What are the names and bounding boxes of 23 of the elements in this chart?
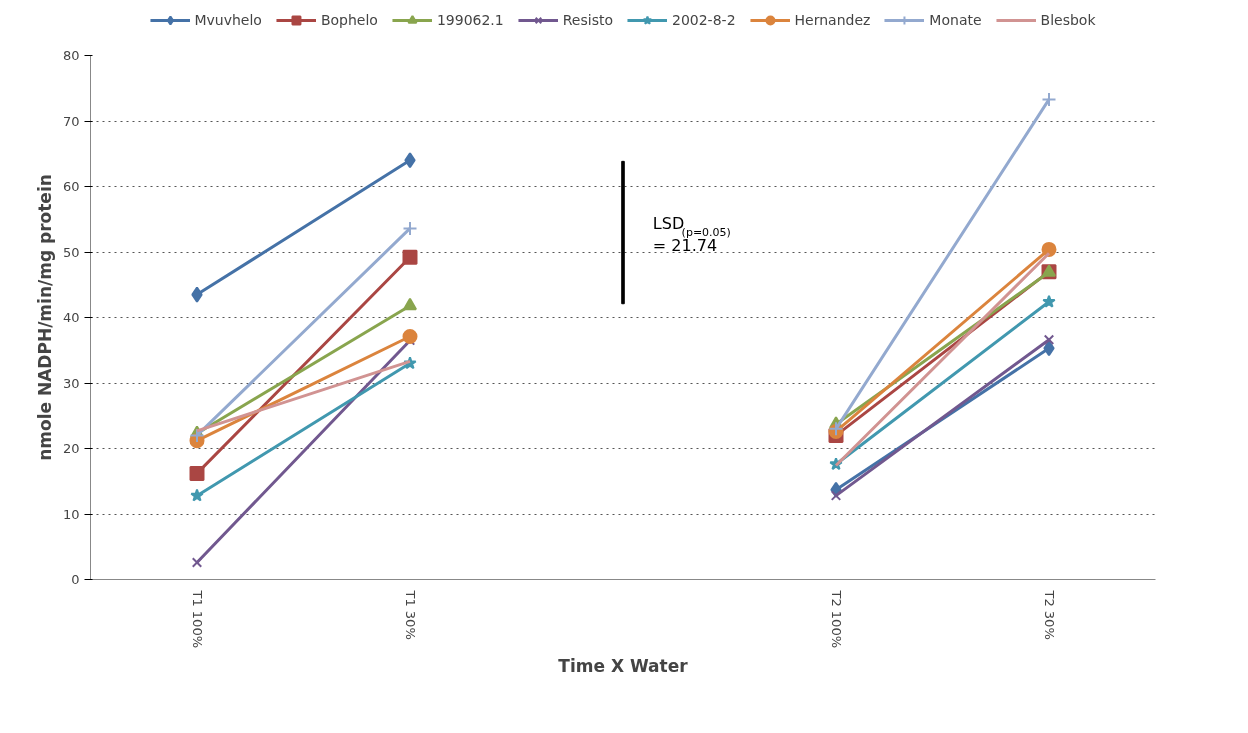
y-axis-title: nmole NADPH/min/mg protein: [34, 174, 55, 461]
y-tick-label: 40: [62, 310, 80, 325]
legend-label: Hernandez: [794, 12, 871, 28]
y-tick-label: 10: [62, 506, 80, 522]
x-tick-label: T1 100%: [189, 589, 205, 649]
legend-label: 199062.1: [436, 12, 504, 28]
legend-label: Mvuvhelo: [194, 12, 262, 28]
y-tick-label: 0: [71, 572, 80, 587]
y-tick-label: 60: [62, 179, 80, 194]
x-tick-label: T1 30%: [402, 589, 418, 640]
legend-label: Resisto: [562, 12, 613, 28]
legend-label: Blesbok: [1040, 12, 1096, 28]
legend-label: Monate: [929, 12, 982, 28]
y-tick-label: 50: [62, 244, 80, 260]
y-tick-label: 70: [62, 113, 80, 129]
x-axis-title: Time X Water: [558, 656, 689, 677]
y-tick-label: 80: [62, 48, 80, 63]
x-tick-label: T2 30%: [1041, 589, 1057, 640]
y-tick-label: 30: [62, 375, 80, 391]
x-tick-label: T2 100%: [828, 589, 844, 649]
legend-label: Bophelo: [320, 12, 378, 28]
y-tick-label: 20: [62, 441, 80, 456]
legend-label: 2002-8-2: [671, 12, 736, 28]
